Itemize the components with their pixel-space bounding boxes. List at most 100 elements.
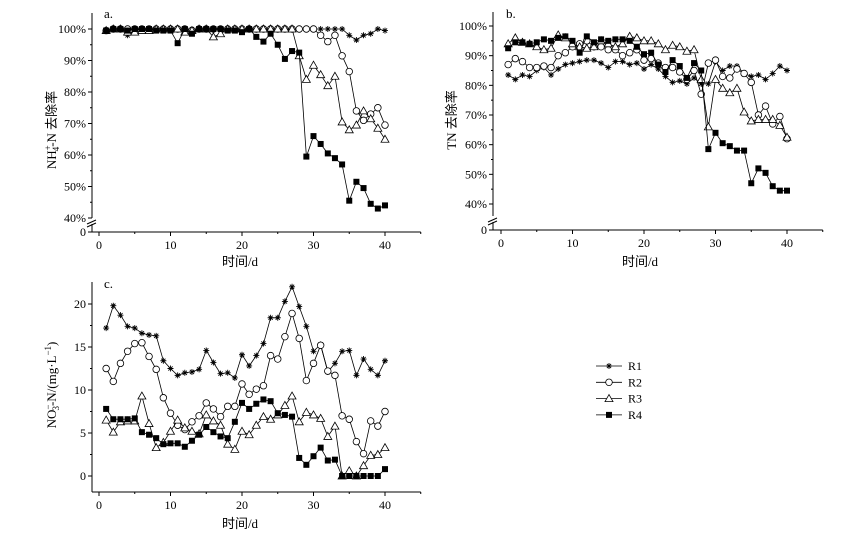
data-point-R2 [281, 332, 289, 341]
data-point-R4 [289, 413, 296, 420]
data-point-R4 [648, 49, 655, 56]
data-point-R4 [339, 161, 346, 168]
y-tick-label: 70% [64, 117, 86, 131]
data-point-R3 [201, 410, 211, 419]
data-point-R1 [569, 60, 576, 67]
data-point-R1 [324, 26, 331, 32]
data-point-R2 [188, 418, 196, 426]
data-point-R3 [589, 41, 599, 51]
data-point-R4 [174, 40, 181, 47]
x-tick-label: 20 [236, 238, 248, 252]
data-point-R3 [373, 449, 383, 458]
data-point-R4 [367, 200, 374, 207]
data-point-R4 [188, 30, 195, 37]
data-point-R3 [344, 124, 354, 134]
data-point-R2 [316, 31, 325, 39]
data-point-R1 [367, 30, 374, 37]
data-point-R3 [237, 426, 247, 435]
data-point-R3 [323, 431, 333, 440]
data-point-R1 [339, 26, 346, 32]
data-point-R3 [308, 60, 319, 69]
data-point-R3 [760, 114, 771, 123]
data-point-R4 [505, 45, 512, 52]
y-tick-label: 5 [80, 426, 86, 440]
series-R4 [103, 26, 388, 212]
data-point-R2 [704, 59, 713, 67]
data-point-R2 [316, 341, 325, 349]
data-point-R4 [605, 37, 612, 44]
panel-c-label: c. [104, 276, 113, 291]
data-point-R4 [131, 415, 138, 422]
data-point-R1 [374, 26, 381, 32]
y-tick-label: 40% [64, 211, 86, 225]
y-tick-label: 90% [465, 49, 487, 63]
data-point-R3 [366, 113, 376, 123]
data-point-R2 [302, 25, 311, 33]
data-point-R3 [639, 36, 649, 45]
data-point-R4 [103, 27, 110, 34]
series-R3 [503, 30, 792, 141]
data-point-R2 [367, 417, 375, 425]
data-point-R1 [138, 330, 145, 337]
legend-label: R2 [628, 375, 642, 389]
data-point-R4 [296, 454, 303, 461]
data-point-R4 [196, 26, 203, 32]
data-point-R4 [360, 473, 367, 479]
data-point-R4 [339, 473, 346, 479]
data-point-R2 [309, 359, 318, 368]
data-point-R3 [689, 44, 699, 54]
data-point-R1 [641, 66, 647, 73]
data-point-R1 [253, 352, 260, 359]
data-point-R3 [710, 74, 721, 83]
data-point-R4 [160, 27, 167, 34]
data-point-R4 [576, 49, 583, 56]
data-point-R4 [146, 26, 153, 32]
data-point-R4 [374, 205, 381, 212]
data-point-R3 [137, 391, 147, 400]
data-point-R1 [110, 302, 117, 309]
data-point-R3 [323, 80, 333, 90]
data-point-R2 [597, 43, 605, 51]
series-R2 [102, 309, 389, 458]
data-point-R4 [103, 405, 110, 412]
data-point-R1 [519, 71, 526, 78]
data-point-R4 [210, 429, 217, 436]
data-point-R2 [302, 376, 311, 385]
data-point-R2 [324, 37, 332, 46]
data-point-R3 [617, 38, 628, 48]
data-point-R4 [712, 129, 719, 136]
data-point-R4 [784, 187, 790, 194]
data-point-R3 [344, 466, 354, 475]
series-line-R1 [105, 285, 386, 379]
x-tick-label: 40 [379, 238, 391, 252]
data-point-R4 [590, 39, 597, 46]
y-tick-label: 80% [465, 78, 487, 92]
y-tick-label: 100% [58, 22, 86, 36]
data-point-R4 [324, 457, 331, 464]
data-point-R2 [352, 437, 361, 446]
data-point-R4 [224, 435, 231, 442]
data-point-R1 [669, 79, 676, 86]
data-point-R2 [209, 405, 218, 413]
data-point-R3 [746, 116, 756, 125]
legend-marker-star-icon [606, 363, 612, 369]
data-point-R4 [110, 26, 117, 32]
data-point-R2 [324, 367, 332, 375]
data-point-R3 [539, 44, 549, 54]
data-point-R3 [775, 120, 785, 129]
data-point-R3 [358, 460, 369, 470]
data-point-R2 [761, 102, 770, 110]
data-point-R3 [315, 69, 326, 79]
series-R2 [102, 25, 389, 129]
data-point-R4 [289, 48, 296, 55]
data-point-R4 [683, 74, 690, 81]
data-point-R2 [504, 60, 512, 69]
data-point-R1 [676, 77, 683, 84]
data-point-R4 [167, 440, 174, 447]
panel-a: a. 时间/d NH+4-N 去除率 [43, 6, 259, 269]
data-point-R3 [301, 407, 312, 416]
data-point-R4 [138, 429, 145, 436]
data-point-R3 [768, 114, 778, 123]
data-point-R2 [511, 54, 519, 63]
